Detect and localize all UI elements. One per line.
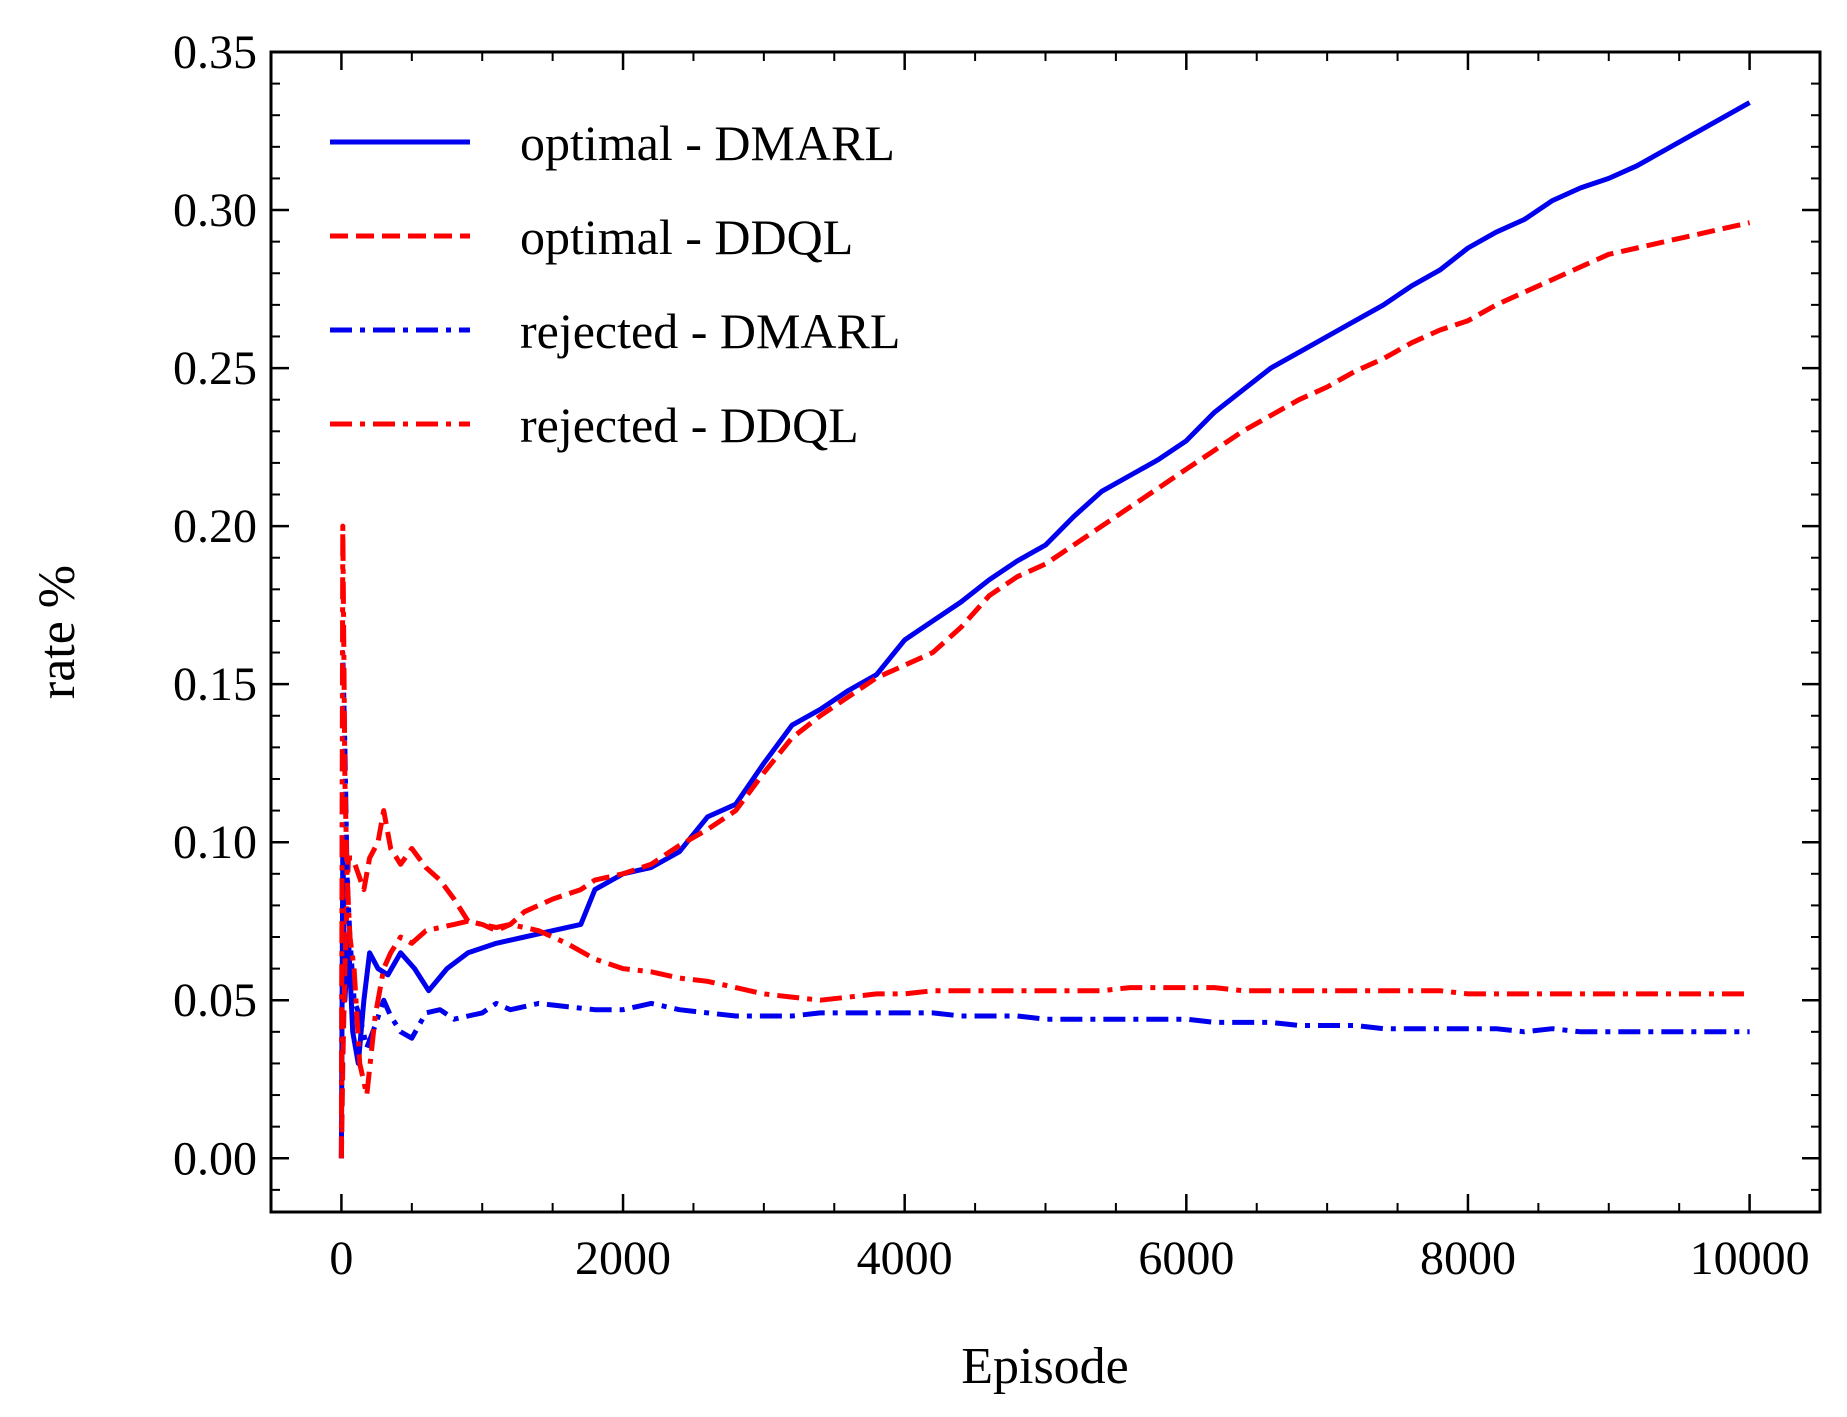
legend-label-1: optimal - DMARL [520,115,895,171]
series-line-4 [338,523,1750,1159]
x-tick-label: 0 [329,1232,353,1285]
series-line-1 [338,100,1751,1159]
y-tick-label: 0.20 [173,500,257,553]
y-tick-label: 0.00 [173,1132,257,1185]
y-axis-title: rate % [29,565,86,699]
series-layer [338,100,1751,1159]
legend: optimal - DMARL optimal - DDQL rejected - … [330,115,900,453]
legend-label-2: optimal - DDQL [520,209,853,265]
x-tick-label: 10000 [1690,1232,1810,1285]
x-tick-label: 2000 [575,1232,671,1285]
y-tick-label: 0.35 [173,26,257,79]
y-tick-label: 0.25 [173,342,257,395]
x-tick-label: 8000 [1420,1232,1516,1285]
y-tick-label: 0.15 [173,658,257,711]
series-line-2 [338,220,1751,1159]
tick-labels-layer: 0 2000 4000 6000 8000 10000 0.00 0.05 0.10 0.15 0.… [173,26,1810,1285]
legend-label-4: rejected - DDQL [520,397,859,453]
ticks-layer [270,50,1821,1212]
y-tick-label: 0.05 [173,974,257,1027]
x-tick-label: 4000 [857,1232,953,1285]
legend-label-3: rejected - DMARL [520,303,900,359]
x-tick-label: 6000 [1138,1232,1234,1285]
x-axis-title: Episode [961,1338,1129,1395]
series-line-3 [338,650,1750,1159]
y-tick-label: 0.30 [173,184,257,237]
y-tick-label: 0.10 [173,816,257,869]
